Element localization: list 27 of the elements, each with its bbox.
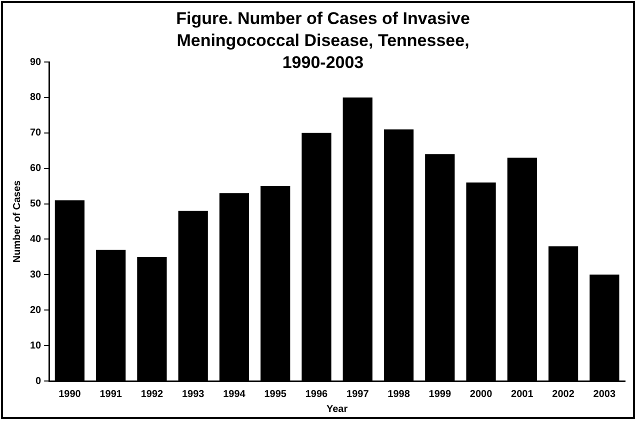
y-tick-label: 40 bbox=[30, 234, 42, 245]
x-tick-label: 2000 bbox=[470, 388, 493, 400]
chart-title: Figure. Number of Cases of Invasive Meningococcal Disease, Tennessee, 1990-2003 bbox=[175, 8, 471, 74]
y-tick-label: 10 bbox=[30, 340, 42, 352]
x-tick-label: 2001 bbox=[511, 388, 534, 400]
x-tick-label: 1998 bbox=[388, 388, 410, 400]
y-tick-label: 0 bbox=[36, 376, 42, 387]
y-tick-label: 70 bbox=[30, 128, 42, 139]
x-tick-label: 1991 bbox=[100, 388, 122, 400]
y-tick-label: 80 bbox=[30, 92, 42, 104]
x-tick-label: 2002 bbox=[552, 388, 575, 400]
y-tick-label: 90 bbox=[30, 56, 42, 68]
y-tick-label: 50 bbox=[30, 198, 42, 210]
x-tick-label: 1995 bbox=[264, 388, 287, 400]
x-tick-label: 1993 bbox=[182, 388, 205, 400]
x-tick-label: 2003 bbox=[593, 388, 616, 400]
x-tick-label: 1992 bbox=[140, 388, 164, 400]
x-tick-label: 1997 bbox=[346, 388, 370, 400]
y-tick-label: 30 bbox=[30, 269, 42, 280]
x-axis-title: Year bbox=[326, 404, 348, 415]
y-tick-label: 20 bbox=[30, 304, 42, 316]
y-tick-label: 60 bbox=[30, 163, 42, 174]
x-tick-label: 1996 bbox=[305, 388, 328, 400]
x-tick-label: 1994 bbox=[223, 388, 246, 400]
y-axis-title: Number of Cases bbox=[12, 180, 23, 263]
x-tick-label: 1999 bbox=[428, 388, 452, 400]
x-tick-label: 1990 bbox=[58, 388, 82, 400]
